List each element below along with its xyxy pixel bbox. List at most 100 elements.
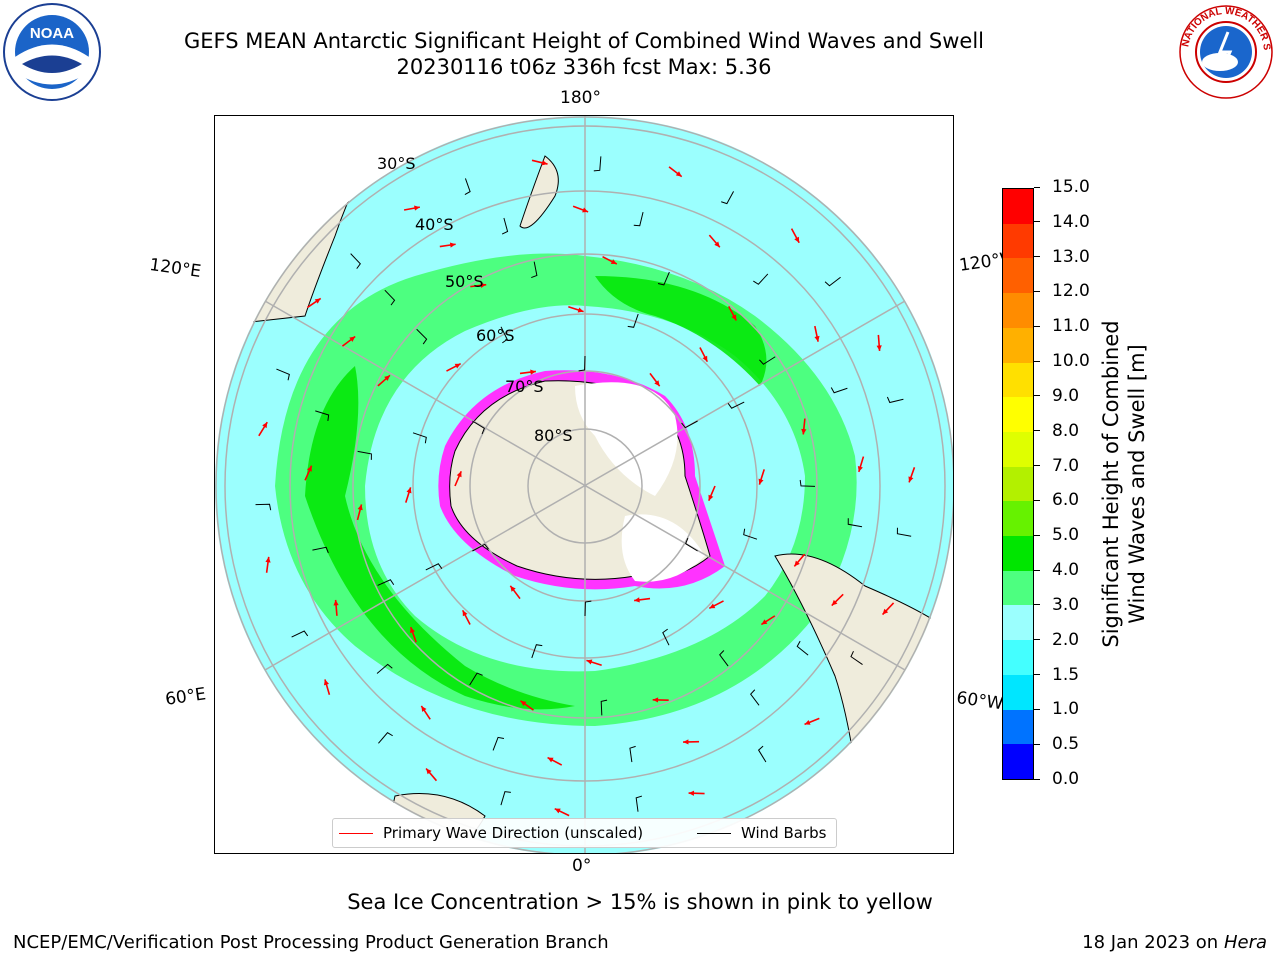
wave-direction-arrow	[708, 485, 716, 502]
wave-direction-arrow	[454, 470, 462, 487]
colorbar-segment	[1003, 640, 1033, 675]
colorbar-tick-label: 10.0	[1034, 351, 1090, 371]
legend-label-wave-direction: Primary Wave Direction (unscaled)	[383, 824, 644, 842]
wind-barb	[377, 579, 395, 586]
wave-direction-arrow	[699, 347, 709, 363]
colorbar-tick-label: 9.0	[1034, 386, 1079, 406]
colorbar-segment	[1003, 501, 1033, 537]
colorbar-tick-label: 12.0	[1034, 281, 1090, 301]
wave-direction-arrow	[708, 600, 724, 610]
wave-direction-arrow	[876, 334, 882, 351]
wind-barb	[378, 732, 393, 744]
wind-barb	[681, 420, 698, 429]
wind-barb	[662, 628, 670, 646]
wave-direction-arrow	[804, 717, 820, 726]
wind-barb	[412, 432, 427, 444]
wind-barb	[886, 396, 904, 404]
wave-peak-west	[305, 366, 575, 710]
wind-barb	[757, 745, 767, 763]
colorbar-label-line2: Wind Waves and Swell [m]	[1125, 344, 1149, 624]
wave-direction-arrow	[446, 362, 462, 372]
lat-label-70s: 70°S	[505, 377, 544, 396]
lon-label-60e: 60°E	[164, 684, 208, 710]
wind-barb	[469, 672, 483, 686]
wind-barb	[743, 528, 758, 540]
graticule	[224, 116, 946, 853]
lat-label-60s: 60°S	[476, 326, 515, 345]
wind-barb	[824, 276, 841, 287]
wave-direction-arrow	[470, 282, 487, 288]
map-canvas: 30°S 40°S 50°S 60°S 70°S 80°S	[215, 116, 953, 853]
colorbar-segment	[1003, 709, 1033, 745]
colorbar-segment	[1003, 431, 1033, 467]
wave-direction-arrow	[668, 166, 683, 178]
wind-barb	[727, 401, 745, 409]
polar-map: 30°S 40°S 50°S 60°S 70°S 80°S	[214, 115, 954, 854]
colorbar-segment	[1003, 362, 1033, 398]
wave-direction-arrow	[265, 556, 271, 573]
colorbar-segment	[1003, 536, 1033, 571]
wave-direction-arrow	[377, 374, 391, 387]
colorbar-label-line1: Significant Height of Combined	[1099, 320, 1123, 648]
colorbar-segment	[1003, 327, 1033, 363]
wave-direction-arrow	[531, 159, 548, 166]
wind-barb	[635, 795, 643, 812]
wave-direction-arrow	[425, 767, 438, 782]
wave-direction-arrow	[881, 602, 895, 616]
wind-barb	[531, 644, 543, 659]
wind-barb	[799, 479, 816, 487]
wind-barb	[629, 745, 636, 763]
colorbar-ticks: 0.0 0.5 1.0 1.5 2.0 3.0 4.0 5.0 6.0 7.0 8.0 9.0 10.0…	[1034, 177, 1094, 789]
wind-barb	[627, 313, 639, 328]
lon-label-180: 180°	[560, 88, 601, 108]
wave-direction-arrow	[323, 679, 331, 695]
legend-item-wave-direction: Primary Wave Direction (unscaled)	[339, 824, 643, 842]
wind-barb	[796, 640, 809, 656]
colorbar-tick-label: 0.5	[1034, 734, 1079, 754]
wave-direction-arrow	[405, 487, 412, 503]
wave-direction-arrow	[586, 659, 602, 666]
wind-barb	[830, 387, 848, 394]
lon-label-60w: 60°W	[955, 688, 1005, 715]
wave-direction-arrow	[602, 255, 618, 265]
chart-title: GEFS MEAN Antarctic Significant Height o…	[183, 29, 985, 53]
colorbar-tick-label: 7.0	[1034, 456, 1079, 476]
wave-direction-arrow	[568, 306, 584, 313]
wind-barb	[578, 355, 586, 372]
wind-barb	[753, 273, 769, 285]
wind-barb	[531, 261, 538, 279]
wave-direction-arrow	[708, 234, 721, 248]
wave-direction-arrow	[258, 421, 268, 437]
colorbar-tick-label: 14.0	[1034, 212, 1090, 232]
sea-ice-note: Sea Ice Concentration > 15% is shown in …	[347, 890, 933, 914]
footer-branch: NCEP/EMC/Verification Post Processing Pr…	[13, 932, 609, 953]
colorbar-segment	[1003, 397, 1033, 432]
wave-peak-north	[595, 276, 767, 386]
wave-direction-arrow	[793, 553, 806, 567]
legend-swatch-wave-direction	[339, 832, 373, 834]
wind-barb	[759, 356, 776, 365]
lat-label-30s: 30°S	[377, 154, 416, 173]
wind-barb	[500, 326, 508, 344]
wind-barbs	[255, 156, 912, 812]
colorbar-segment	[1003, 570, 1033, 606]
wind-barb	[255, 503, 272, 511]
lat-label-40s: 40°S	[415, 215, 454, 234]
colorbar-tick-label: 5.0	[1034, 525, 1079, 545]
wave-direction-arrow	[790, 228, 800, 244]
colorbar-tick-label: 13.0	[1034, 247, 1090, 267]
footer-date: 18 Jan 2023 on Hera	[1082, 932, 1267, 953]
wave-direction-arrow	[420, 705, 431, 720]
footer-date-text: 18 Jan 2023 on	[1082, 932, 1219, 953]
colorbar-segment	[1003, 258, 1033, 294]
wave-direction-arrow	[554, 807, 570, 817]
wind-barb	[750, 689, 760, 706]
wave-direction-arrow	[908, 467, 916, 483]
wave-direction-arrow	[760, 615, 776, 626]
wind-barb	[896, 527, 912, 537]
footer-host: Hera	[1223, 932, 1267, 953]
wind-barb	[657, 271, 670, 286]
wave-direction-arrow	[333, 599, 339, 616]
wave-direction-arrows	[258, 159, 916, 817]
wind-barb	[500, 791, 511, 806]
